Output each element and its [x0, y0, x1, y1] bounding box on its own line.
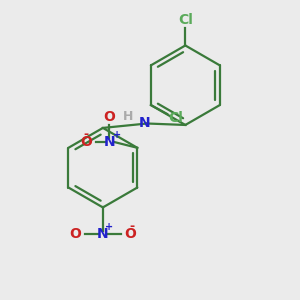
Text: N: N	[97, 227, 109, 241]
Text: O: O	[124, 227, 136, 241]
Text: N: N	[103, 135, 115, 149]
Text: O: O	[103, 110, 115, 124]
Text: Cl: Cl	[178, 14, 193, 27]
Text: -: -	[84, 128, 89, 141]
Text: O: O	[80, 135, 92, 149]
Text: +: +	[112, 130, 121, 140]
Text: Cl: Cl	[169, 111, 183, 125]
Text: O: O	[70, 227, 81, 241]
Text: N: N	[138, 116, 150, 130]
Text: -: -	[129, 220, 134, 233]
Text: H: H	[123, 110, 133, 123]
Text: +: +	[105, 222, 113, 233]
